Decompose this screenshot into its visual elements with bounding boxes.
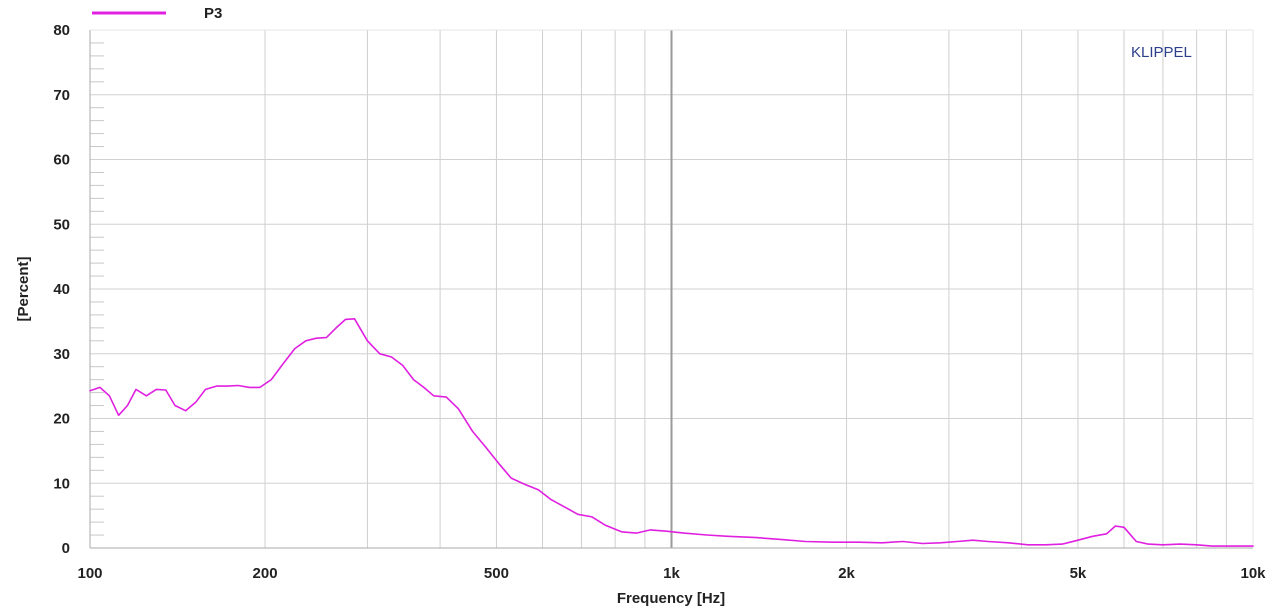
- x-tick-label: 1k: [663, 565, 680, 582]
- legend-label-p3: P3: [204, 5, 222, 22]
- y-tick-label: 0: [62, 540, 70, 557]
- axes: [89, 29, 1254, 549]
- x-tick-label: 5k: [1070, 565, 1087, 582]
- x-tick-label: 500: [484, 565, 509, 582]
- x-tick-labels: 100 200 500 1k 2k 5k 10k: [77, 565, 1266, 582]
- y-tick-label: 10: [53, 475, 70, 492]
- brand-label: KLIPPEL: [1131, 44, 1192, 61]
- x-tick-label: 10k: [1240, 565, 1266, 582]
- y-tick-label: 80: [53, 22, 70, 39]
- x-tick-label: 200: [253, 565, 278, 582]
- y-tick-label: 60: [53, 152, 70, 169]
- y-tick-labels: 0 10 20 30 40 50 60 70 80: [53, 22, 70, 557]
- y-tick-label: 70: [53, 87, 70, 104]
- x-tick-label: 2k: [838, 565, 855, 582]
- legend: P3: [92, 5, 222, 22]
- y-tick-label: 40: [53, 281, 70, 298]
- y-axis-label: [Percent]: [15, 256, 32, 321]
- y-tick-label: 50: [53, 216, 70, 233]
- x-tick-label: 100: [77, 565, 102, 582]
- y-tick-label: 20: [53, 411, 70, 428]
- y-minor-ticks: [90, 42, 104, 536]
- x-axis-label: Frequency [Hz]: [617, 590, 725, 607]
- series-line-p3: [89, 317, 1254, 547]
- series-layer: [89, 317, 1254, 547]
- y-tick-label: 30: [53, 346, 70, 363]
